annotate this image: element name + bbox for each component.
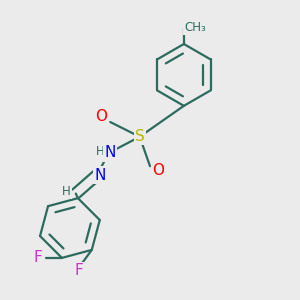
Text: CH₃: CH₃ bbox=[184, 21, 206, 34]
Text: F: F bbox=[74, 263, 83, 278]
Text: N: N bbox=[94, 167, 106, 182]
Text: N: N bbox=[105, 146, 116, 160]
Text: O: O bbox=[152, 163, 164, 178]
Text: S: S bbox=[135, 129, 145, 144]
Text: F: F bbox=[34, 250, 43, 266]
Text: H: H bbox=[96, 145, 104, 158]
Text: O: O bbox=[95, 109, 107, 124]
Text: H: H bbox=[62, 185, 71, 198]
